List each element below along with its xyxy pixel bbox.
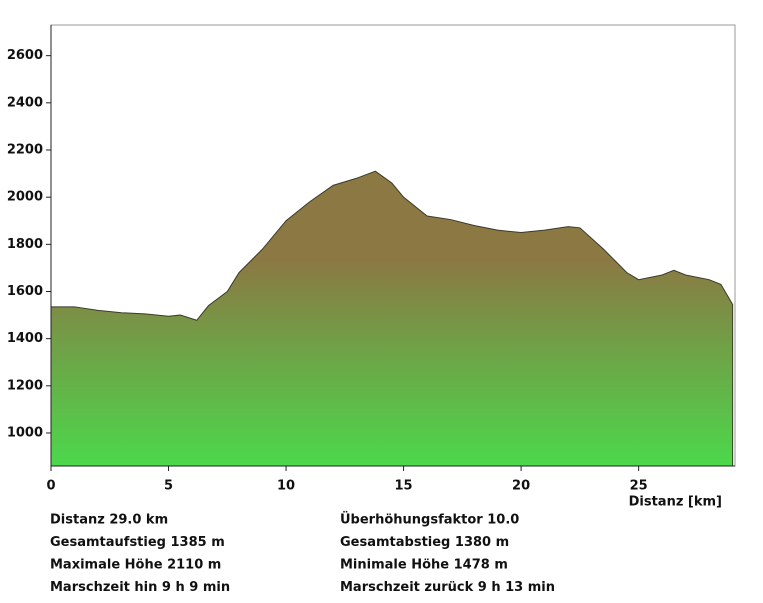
y-tick-label: 1200 [7,378,43,393]
info-left: Gesamtaufstieg 1385 m [50,535,225,550]
x-tick-label: 20 [512,479,530,494]
x-tick-label: 10 [277,479,295,494]
x-tick-label: 15 [395,479,413,494]
info-left: Maximale Höhe 2110 m [50,558,221,573]
info-right: Gesamtabstieg 1380 m [340,535,509,550]
x-tick-label: 5 [164,479,173,494]
x-axis-label: Distanz [km] [629,495,722,510]
y-tick-label: 2400 [7,95,43,110]
y-tick-label: 2600 [7,48,43,63]
y-tick-label: 1400 [7,331,43,346]
info-left: Distanz 29.0 km [50,513,168,528]
x-tick-label: 25 [630,479,648,494]
info-right: Minimale Höhe 1478 m [340,558,508,573]
y-tick-label: 2200 [7,142,43,157]
y-tick-label: 1000 [7,425,43,440]
info-left: Marschzeit hin 9 h 9 min [50,580,230,595]
info-right: Marschzeit zurück 9 h 13 min [340,580,555,595]
x-tick-label: 0 [46,479,55,494]
y-tick-label: 2000 [7,190,43,205]
y-tick-label: 1800 [7,237,43,252]
y-tick-label: 1600 [7,284,43,299]
elevation-area [50,170,734,467]
info-right: Überhöhungsfaktor 10.0 [340,512,519,528]
